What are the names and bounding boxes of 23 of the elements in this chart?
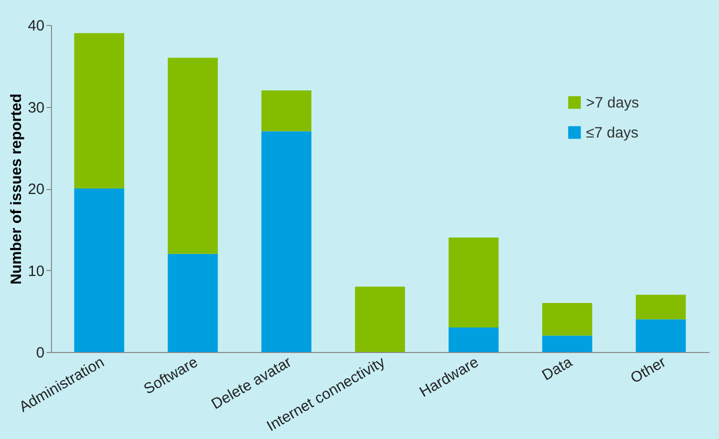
x-tick-label: Other (628, 354, 669, 388)
bar (448, 238, 499, 328)
y-tick-label: 10 (28, 262, 44, 280)
bar (74, 33, 124, 188)
y-tick-label: 30 (28, 99, 44, 116)
bar (168, 254, 218, 352)
x-tick-label: Data (539, 353, 576, 384)
bar (542, 336, 592, 352)
legend-label: ≤7 days (586, 124, 638, 142)
bar (636, 294, 686, 320)
bar (355, 286, 405, 352)
bar (74, 188, 124, 352)
y-tick-label: 20 (28, 181, 44, 198)
y-tick-label: 40 (28, 18, 44, 34)
bar (261, 131, 312, 352)
y-axis-title: Number of issues reported (8, 94, 25, 284)
legend-label: >7 days (586, 94, 639, 112)
y-tick-label: 0 (36, 344, 44, 362)
bar (636, 319, 686, 352)
bar (542, 302, 592, 336)
bar (168, 58, 218, 254)
bar (448, 327, 499, 352)
bar (261, 90, 312, 132)
